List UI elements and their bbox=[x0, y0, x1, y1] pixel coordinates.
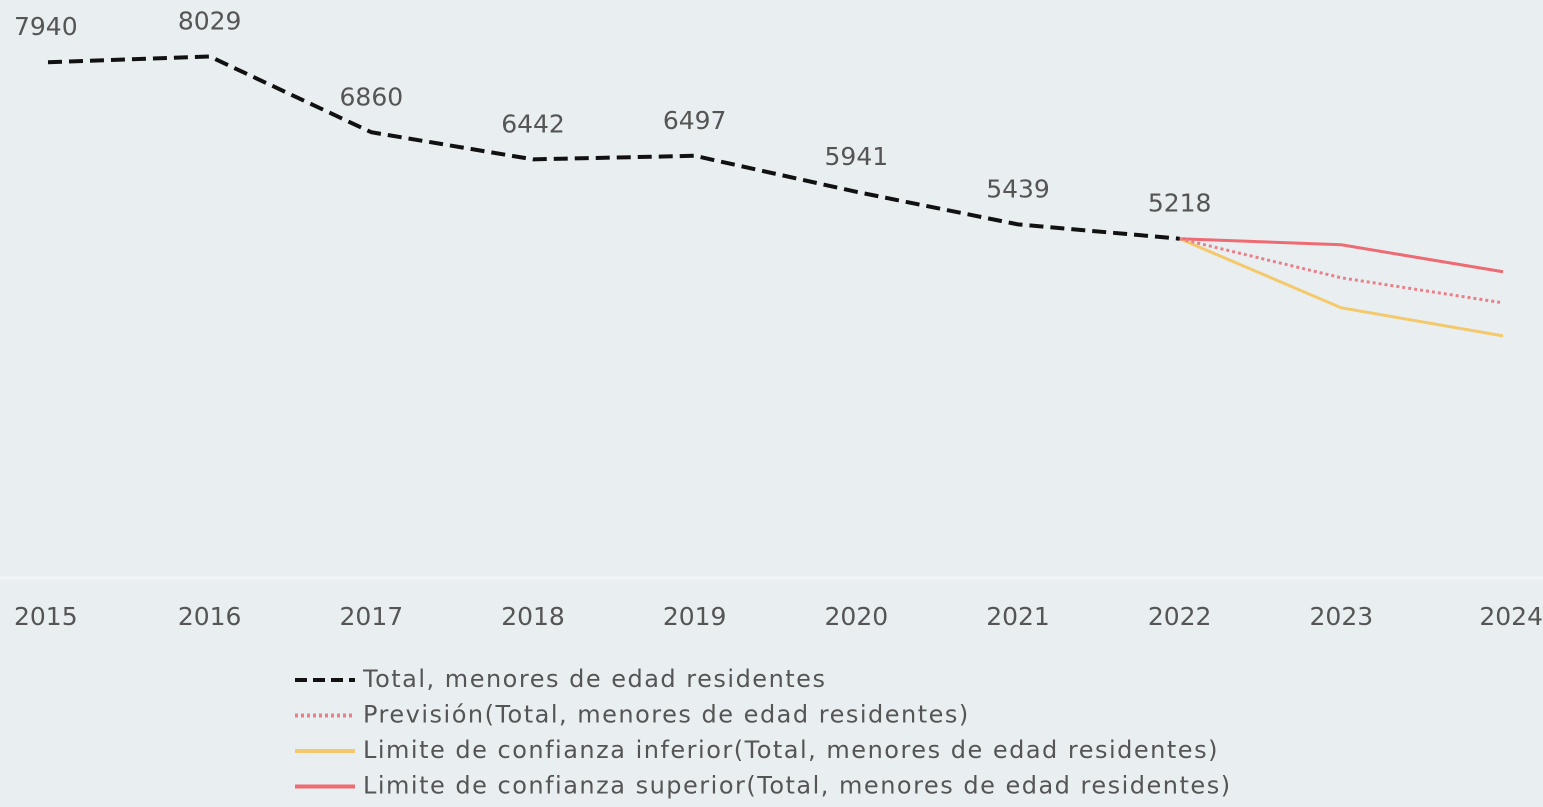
series-line bbox=[1179, 237, 1504, 274]
legend-label: Limite de confianza superior(Total, meno… bbox=[363, 772, 1232, 800]
x-tick-label: 2015 bbox=[14, 602, 78, 631]
x-tick-label: 2023 bbox=[1310, 602, 1374, 631]
x-tick-label: 2020 bbox=[825, 602, 889, 631]
x-tick-label: 2018 bbox=[501, 602, 565, 631]
data-label: 6860 bbox=[340, 82, 404, 111]
legend-label: Previsión(Total, menores de edad residen… bbox=[363, 701, 970, 729]
series-line bbox=[1179, 237, 1504, 338]
x-tick-label: 2016 bbox=[178, 602, 242, 631]
legend-label: Total, menores de edad residentes bbox=[362, 665, 826, 693]
data-label: 5439 bbox=[986, 174, 1050, 203]
data-label: 8029 bbox=[178, 6, 242, 35]
data-label: 5941 bbox=[825, 142, 889, 171]
data-label: 6442 bbox=[501, 109, 565, 138]
series-line bbox=[47, 54, 1180, 241]
x-tick-label: 2021 bbox=[986, 602, 1050, 631]
series-line bbox=[1179, 237, 1504, 305]
x-tick-label: 2024 bbox=[1479, 602, 1543, 631]
x-tick-label: 2022 bbox=[1148, 602, 1212, 631]
legend-label: Limite de confianza inferior(Total, meno… bbox=[363, 736, 1219, 764]
x-tick-label: 2017 bbox=[340, 602, 404, 631]
x-tick-label: 2019 bbox=[663, 602, 727, 631]
data-label: 7940 bbox=[14, 12, 78, 41]
data-label: 6497 bbox=[663, 106, 727, 135]
data-label: 5218 bbox=[1148, 189, 1212, 218]
